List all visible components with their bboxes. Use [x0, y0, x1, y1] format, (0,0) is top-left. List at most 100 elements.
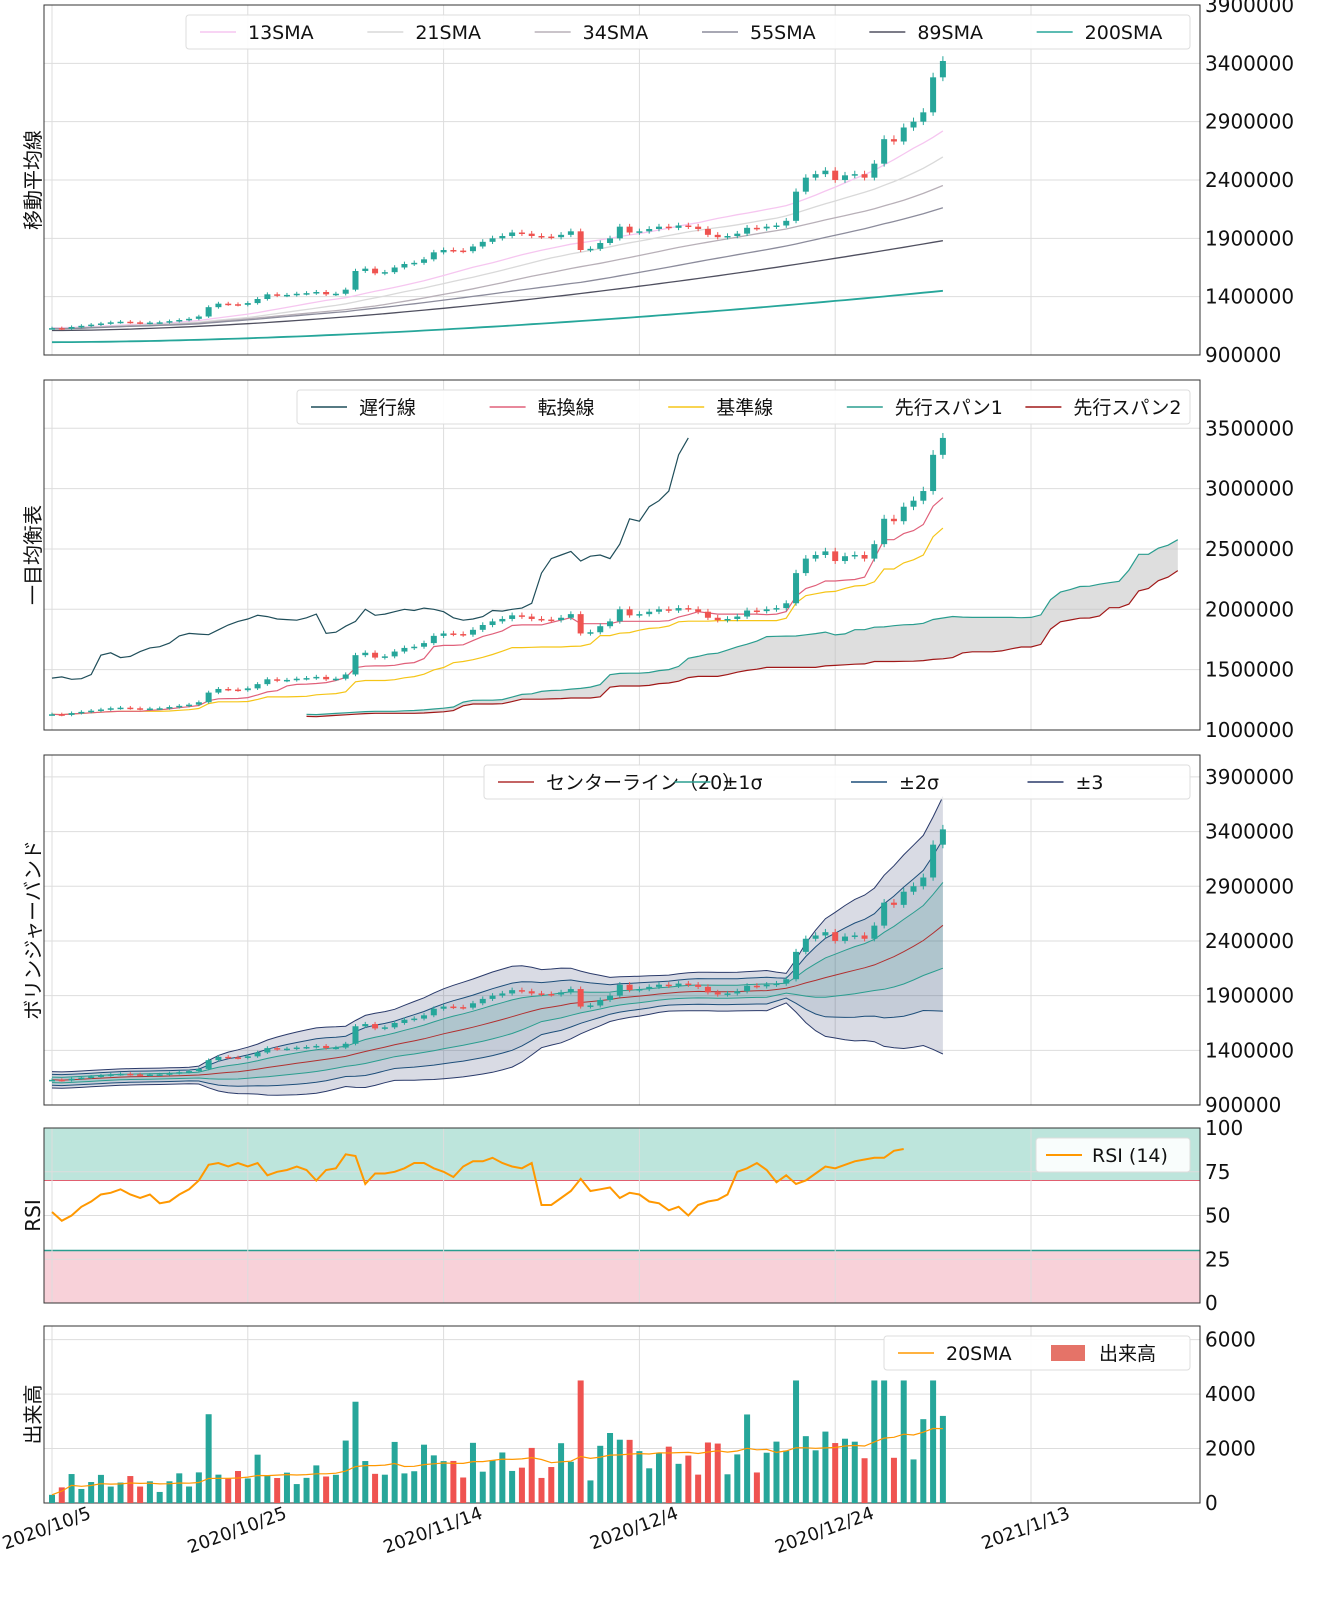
candle-body	[107, 1074, 114, 1076]
candle-body	[675, 983, 682, 986]
candle-body	[391, 1022, 398, 1028]
y-tick-label: 2400000	[1205, 168, 1294, 192]
candle-body	[450, 1006, 457, 1009]
volume-bar	[724, 1474, 731, 1503]
volume-bar	[714, 1443, 721, 1503]
candle-body	[254, 299, 261, 304]
y-tick-label: 2000	[1205, 1437, 1256, 1461]
y-tick-label: 900000	[1205, 1093, 1281, 1117]
candle-body	[244, 1056, 251, 1058]
volume-bar	[930, 1380, 937, 1503]
legend-swatch	[1051, 1345, 1085, 1361]
legend-label: 出来高	[1099, 1343, 1156, 1365]
legend-label: 20SMA	[946, 1343, 1012, 1365]
candle-body	[832, 932, 839, 941]
volume-bar	[332, 1474, 339, 1503]
volume-bar	[753, 1472, 760, 1503]
candle-body	[939, 61, 946, 78]
candle-body	[871, 163, 878, 178]
candle-body	[890, 518, 897, 522]
candle-body	[391, 651, 398, 657]
candle-body	[49, 714, 55, 716]
candle-body	[832, 170, 839, 180]
candle-body	[440, 633, 447, 636]
candle-body	[685, 983, 692, 986]
volume-bar	[851, 1441, 858, 1503]
volume-bar	[293, 1484, 300, 1503]
volume-bar	[401, 1473, 408, 1503]
band-fill-3	[52, 796, 943, 1096]
legend-box	[883, 1335, 1191, 1371]
plot-frame	[43, 379, 1201, 731]
candle-body	[430, 1008, 437, 1016]
candle-body	[215, 688, 222, 693]
volume-bar	[146, 1481, 153, 1503]
candle-body	[186, 318, 193, 321]
candle-body	[871, 544, 878, 559]
y-tick-label: 1400000	[1205, 1038, 1294, 1062]
y-tick-label: 3000000	[1205, 477, 1294, 501]
candle-body	[195, 1068, 202, 1072]
candle-body	[567, 231, 574, 235]
x-tick-label: 2021/1/13	[979, 1503, 1073, 1554]
volume-bar	[469, 1442, 476, 1503]
candle-body	[78, 711, 85, 714]
series-line-sma55	[51, 207, 944, 330]
y-tick-label: 1000000	[1205, 718, 1294, 742]
candle-body	[146, 1074, 153, 1077]
candle-body	[724, 993, 731, 995]
candle-body	[822, 170, 829, 175]
volume-bar	[489, 1460, 496, 1503]
candle-body	[411, 262, 418, 265]
candle-body	[861, 935, 868, 939]
plot-frame	[43, 4, 1201, 356]
volume-bar	[567, 1461, 574, 1503]
legend-label: 21SMA	[415, 22, 481, 44]
candle-body	[460, 250, 467, 253]
candle-body	[655, 984, 662, 987]
volume-bar	[303, 1477, 310, 1503]
candle-body	[283, 1048, 290, 1051]
candle-body	[303, 293, 310, 295]
volume-bar	[607, 1433, 614, 1503]
y-tick-label: 50	[1205, 1204, 1230, 1228]
candle-body	[939, 829, 946, 845]
candle-body	[812, 935, 819, 939]
candle-body	[264, 1048, 271, 1053]
candle-body	[822, 551, 829, 555]
candle-body	[920, 491, 927, 501]
candle-body	[137, 322, 144, 324]
volume-bar	[793, 1380, 800, 1503]
candle-body	[225, 1056, 232, 1059]
candle-body	[793, 951, 800, 980]
volume-bar	[509, 1470, 516, 1503]
volume-bar	[156, 1491, 163, 1503]
candle-body	[734, 233, 741, 236]
series-line-kijun	[51, 527, 944, 716]
y-tick-label: 2900000	[1205, 874, 1294, 898]
volume-bar	[841, 1438, 848, 1503]
candle-body	[235, 689, 242, 692]
candle-body	[137, 1074, 144, 1076]
candle-body	[910, 121, 917, 128]
candle-body	[469, 629, 476, 635]
candle-body	[744, 227, 751, 234]
volume-bar	[812, 1450, 819, 1503]
plot-frame	[43, 754, 1201, 1106]
candle-body	[88, 1076, 95, 1079]
legend-label: 先行スパン2	[1073, 397, 1181, 419]
candle-body	[49, 1079, 55, 1082]
volume-bar	[342, 1440, 349, 1503]
candle-body	[616, 226, 623, 239]
candle-body	[176, 1072, 183, 1074]
candle-body	[166, 1073, 173, 1075]
volume-bar	[88, 1482, 95, 1503]
candle-body	[117, 321, 124, 324]
candle-body	[381, 272, 388, 274]
candle-body	[646, 229, 653, 232]
candle-body	[332, 293, 339, 296]
y-axis-label: 移動平均線	[21, 130, 45, 230]
legend-label: センターライン（20）	[546, 772, 741, 794]
volume-bar	[215, 1474, 222, 1503]
y-axis-label: 一目均衡表	[21, 505, 45, 605]
